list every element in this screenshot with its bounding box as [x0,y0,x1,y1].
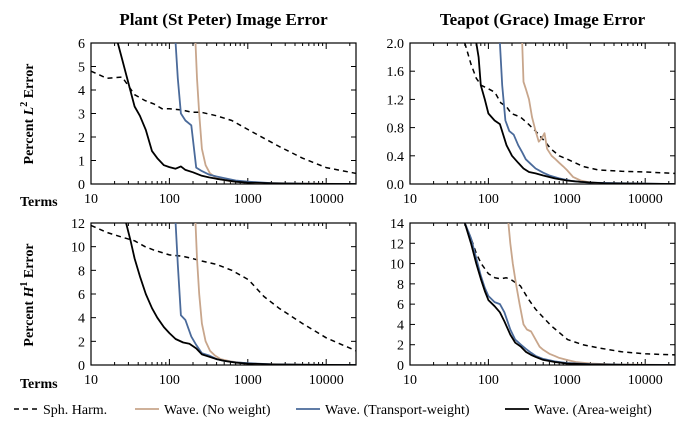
teapot-h1-xtick-label: 10000 [628,373,663,388]
plant-h1-xtick-label: 10000 [309,373,344,388]
plant-h1-xtick-label: 100 [159,373,180,388]
panel-plant-l2: Plant (St Peter) Image Error 0 1 2 3 4 5 6 10 100… [78,10,357,207]
legend-label-area-weight: Wave. (Area-weight) [534,403,652,418]
plant-h1-ytick-label: 12 [71,217,85,232]
plant-h1-series-group [91,223,356,365]
teapot-h1-frame [409,222,676,366]
panel-teapot-l2: Teapot (Grace) Image Error 0.0 0.4 0.8 1.2 1.… [387,10,676,207]
plant-l2-ytick-label: 2 [78,131,85,146]
teapot-l2-line-wave-area-weight [475,43,675,184]
plant-l2-title: Plant (St Peter) Image Error [119,10,328,29]
plant-h1-xtick-label: 10 [84,373,98,388]
plant-h1-ytick-label: 6 [78,288,85,303]
plant-l2-ytick-label: 5 [78,61,85,76]
plant-l2-line-wave-area-weight [116,43,356,184]
teapot-l2-xtick-label: 1000 [553,192,581,207]
teapot-h1-series-group [463,223,675,365]
plant-l2-ytick-label: 1 [78,155,85,170]
teapot-l2-ytick-label: 1.6 [387,65,405,80]
plant-l2-xtick-label: 100 [159,192,180,207]
teapot-h1-xtick-label: 1000 [553,373,581,388]
plant-l2-frame [90,42,357,185]
terms-label-bottom: Terms [20,377,58,392]
teapot-l2-ytick-label: 0.8 [387,122,405,137]
plant-l2-ytick-label: 4 [78,84,85,99]
plant-h1-line-sph-harm [91,224,356,352]
teapot-h1-ytick-label: 2 [397,339,404,354]
plant-h1-line-wave-no-weight [194,223,356,365]
teapot-l2-series-group [464,43,675,184]
plant-h1-line-wave-area-weight [125,223,356,365]
teapot-l2-title: Teapot (Grace) Image Error [440,10,646,29]
panel-plant-h1: 0 2 4 6 8 10 12 10 100 1000 10000 [71,217,357,388]
plant-h1-ytick-label: 10 [71,241,85,256]
teapot-l2-line-wave-transport-weight [499,43,675,184]
teapot-h1-ytick-label: 8 [397,278,404,293]
teapot-h1-ytick-label: 4 [397,318,404,333]
teapot-l2-ytick-label: 2.0 [387,37,405,52]
teapot-h1-line-wave-no-weight [507,223,675,365]
teapot-l2-line-wave-no-weight [521,43,675,184]
legend-label-no-weight: Wave. (No weight) [164,403,271,418]
teapot-h1-ytick-label: 0 [397,359,404,374]
plant-l2-line-wave-no-weight [194,43,356,184]
teapot-h1-line-wave-transport-weight [463,223,675,365]
teapot-h1-ytick-label: 6 [397,298,404,313]
teapot-l2-ytick-label: 0.4 [387,150,405,165]
plant-h1-ytick-label: 8 [78,264,85,279]
plant-l2-line-sph-harm [91,70,356,175]
plant-h1-ytick-label: 4 [78,312,85,327]
teapot-h1-line-wave-area-weight [463,223,675,365]
legend: Sph. Harm. Wave. (No weight) Wave. (Tran… [14,403,652,418]
ylabel-top: Percent L2 Error [19,64,37,165]
plant-l2-line-wave-transport-weight [174,43,356,184]
teapot-h1-line-sph-harm [464,223,675,356]
plant-l2-series-group [91,43,356,184]
plant-h1-ytick-label: 2 [78,335,85,350]
plant-l2-ytick-label: 3 [78,108,85,123]
teapot-l2-ytick-label: 0.0 [387,178,405,193]
plant-h1-xtick-label: 1000 [234,373,262,388]
teapot-l2-frame [409,42,676,185]
ylabel-bottom: Percent H1 Error [19,243,37,346]
teapot-l2-line-sph-harm [464,43,675,175]
terms-label-top: Terms [20,195,58,210]
legend-label-sph-harm: Sph. Harm. [43,403,107,418]
plant-h1-line-wave-transport-weight [174,223,356,365]
legend-label-transport-weight: Wave. (Transport-weight) [325,403,470,418]
plant-l2-xtick-label: 10 [84,192,98,207]
panel-teapot-h1: 0 2 4 6 8 10 12 14 10 100 1000 10000 [390,217,676,388]
plant-l2-xtick-label: 10000 [309,192,344,207]
plant-l2-ytick-label: 0 [78,178,85,193]
plant-l2-ytick-label: 6 [78,37,85,52]
teapot-h1-ytick-label: 14 [390,217,404,232]
teapot-l2-xtick-label: 10000 [628,192,663,207]
teapot-h1-xtick-label: 100 [478,373,499,388]
teapot-l2-xtick-label: 100 [478,192,499,207]
teapot-l2-ytick-label: 1.2 [387,93,405,108]
plant-h1-ytick-label: 0 [78,359,85,374]
plant-l2-xtick-label: 1000 [234,192,262,207]
teapot-h1-xtick-label: 10 [403,373,417,388]
teapot-l2-xtick-label: 10 [403,192,417,207]
teapot-h1-ytick-label: 12 [390,237,404,252]
teapot-h1-ytick-label: 10 [390,258,404,273]
